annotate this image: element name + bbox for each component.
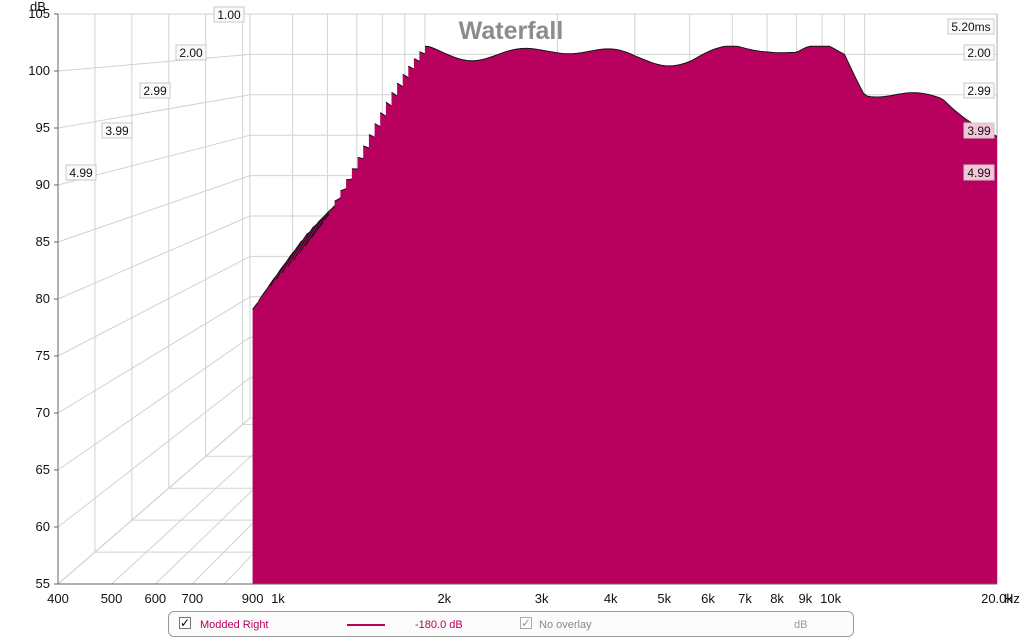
side-db-line	[57, 94, 251, 129]
svg-text:4.99: 4.99	[967, 166, 991, 180]
overlay-unit: dB	[794, 619, 808, 631]
time-tick-label-left: 4.99	[65, 164, 97, 181]
time-tick-label-right: 5.20ms	[947, 18, 995, 35]
x-tick-label: 4k	[604, 591, 618, 606]
x-tick-label: 5k	[657, 591, 671, 606]
x-tick-label: 10k	[820, 591, 841, 606]
x-tick-label: 2k	[437, 591, 451, 606]
axes	[54, 13, 997, 585]
svg-text:3.99: 3.99	[105, 124, 129, 138]
y-tick-label: 65	[36, 462, 50, 477]
y-tick-label: 80	[36, 291, 50, 306]
y-axis-unit-label: dB	[30, 0, 46, 14]
legend-bar: ✓ Modded Right -180.0 dB ✓ No overlay dB	[168, 611, 854, 637]
x-tick-label: 6k	[701, 591, 715, 606]
x-axis-unit-label: Hz	[1004, 591, 1020, 606]
waterfall-chart: Waterfall dB Hz 55 60 65 70 75 80 85 90 95 100 105…	[28, 0, 1020, 606]
series-checkbox[interactable]: ✓	[179, 616, 191, 630]
svg-text:2.99: 2.99	[967, 84, 991, 98]
series-line-swatch	[347, 624, 385, 626]
overlay-label: No overlay	[539, 619, 592, 631]
x-tick-label: 1k	[271, 591, 285, 606]
side-db-line	[57, 53, 251, 72]
y-tick-label: 70	[36, 405, 50, 420]
x-tick-label: 500	[101, 591, 123, 606]
time-tick-label-right: 2.00	[963, 44, 995, 61]
svg-text:3.99: 3.99	[967, 124, 991, 138]
svg-text:5.20ms: 5.20ms	[951, 20, 990, 34]
side-db-line	[57, 296, 251, 414]
waterfall-slice-line	[424, 45, 998, 137]
overlay-checkbox[interactable]: ✓	[520, 616, 532, 630]
x-tick-label: 8k	[770, 591, 784, 606]
x-tick-label: 7k	[738, 591, 752, 606]
time-tick-label-left: 3.99	[101, 122, 133, 139]
x-tick-label: 20.0k	[981, 591, 1013, 606]
time-tick-label-left: 2.00	[175, 44, 207, 61]
time-tick-label-right: 4.99	[963, 164, 995, 181]
side-db-line	[57, 175, 251, 243]
time-tick-label-left: 1.00	[213, 6, 245, 23]
y-tick-label: 75	[36, 348, 50, 363]
side-db-line	[57, 377, 251, 528]
y-tick-label: 85	[36, 234, 50, 249]
time-tick-label-left: 2.99	[139, 82, 171, 99]
y-tick-label: 95	[36, 120, 50, 135]
chart-title: Waterfall	[459, 17, 564, 45]
svg-text:2.00: 2.00	[967, 46, 991, 60]
x-tick-label: 9k	[798, 591, 812, 606]
side-db-line	[57, 215, 251, 300]
x-tick-label: 900	[242, 591, 264, 606]
side-db-line	[57, 417, 251, 585]
x-tick-label: 400	[47, 591, 69, 606]
waterfall-slice	[425, 46, 997, 419]
waterfall-slices	[252, 45, 998, 584]
y-tick-labels: 55 60 65 70 75 80 85 90 95 100 105	[28, 6, 50, 591]
series-name: Modded Right	[200, 619, 269, 631]
y-tick-label: 105	[28, 6, 50, 21]
svg-text:1.00: 1.00	[217, 8, 241, 22]
series-value: -180.0 dB	[415, 619, 463, 631]
x-tick-label: 600	[144, 591, 166, 606]
side-db-line	[57, 255, 251, 357]
x-tick-labels: 400 500 600 700 900 1k 2k 3k 4k 5k 6k 7k 8k 9k 10k 20.0…	[47, 591, 1013, 606]
y-tick-label: 60	[36, 519, 50, 534]
side-db-line	[57, 336, 251, 471]
time-tick-label-right: 2.99	[963, 82, 995, 99]
time-tick-labels: 1.00 2.00 2.99 3.99 4.99 5.20ms 2.00 2.99 3.99 4.…	[65, 6, 995, 181]
x-tick-label: 3k	[535, 591, 549, 606]
svg-text:2.00: 2.00	[179, 46, 203, 60]
y-tick-label: 100	[28, 63, 50, 78]
x-tick-label: 700	[181, 591, 203, 606]
svg-text:2.99: 2.99	[143, 84, 167, 98]
y-tick-label: 55	[36, 576, 50, 591]
time-tick-label-right: 3.99	[963, 122, 995, 139]
y-tick-label: 90	[36, 177, 50, 192]
svg-text:4.99: 4.99	[69, 166, 93, 180]
